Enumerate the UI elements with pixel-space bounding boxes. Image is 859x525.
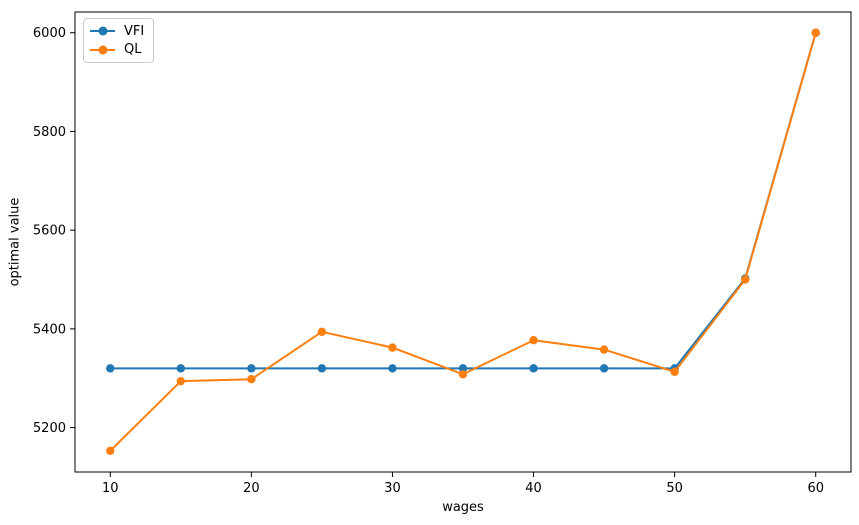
series-marker-ql [458, 370, 468, 379]
plot-frame [74, 11, 852, 473]
series-marker-ql [811, 28, 820, 37]
series-marker-ql [176, 376, 186, 386]
legend-entry-ql: QL [84, 41, 153, 59]
series-line-vfi [110, 32, 817, 370]
x-tick-label: 40 [525, 481, 542, 496]
y-tick-label: 6000 [33, 26, 66, 41]
series-marker-vfi [458, 364, 468, 373]
vfi-line-marker-icon [90, 26, 115, 37]
series-marker-vfi [176, 364, 186, 373]
series-marker-vfi [529, 364, 538, 373]
series-line-ql [109, 32, 817, 452]
legend-label-ql: QL [124, 42, 142, 58]
series-marker-vfi [599, 364, 609, 373]
series-marker-ql [106, 446, 115, 455]
series-marker-vfi [247, 364, 256, 373]
x-tick-label: 50 [666, 481, 683, 496]
ql-line-marker-icon [90, 44, 115, 55]
series-marker-ql [529, 336, 538, 345]
x-tick-label: 10 [102, 481, 119, 496]
x-tick-label: 20 [243, 481, 260, 496]
legend-label-vfi: VFI [124, 23, 145, 39]
series-marker-vfi [317, 364, 327, 373]
legend: VFI QL [83, 18, 154, 63]
series-marker-vfi [106, 364, 115, 373]
legend-entry-vfi: VFI [84, 22, 153, 40]
y-tick-label: 5400 [33, 322, 66, 337]
series-marker-ql [599, 345, 609, 354]
series-marker-vfi [388, 364, 397, 373]
y-axis-label: optimal value [7, 197, 23, 287]
series-marker-ql [740, 275, 750, 284]
x-tick-label: 60 [807, 481, 824, 496]
series-marker-ql [317, 327, 327, 337]
x-axis-label: wages [442, 500, 484, 515]
y-tick-label: 5200 [33, 421, 66, 436]
x-tick-label: 30 [384, 481, 401, 496]
y-tick-label: 5800 [33, 125, 66, 140]
series-marker-ql [670, 367, 679, 377]
series-marker-ql [247, 375, 256, 384]
series-marker-ql [388, 343, 397, 352]
y-tick-label: 5600 [33, 224, 66, 239]
